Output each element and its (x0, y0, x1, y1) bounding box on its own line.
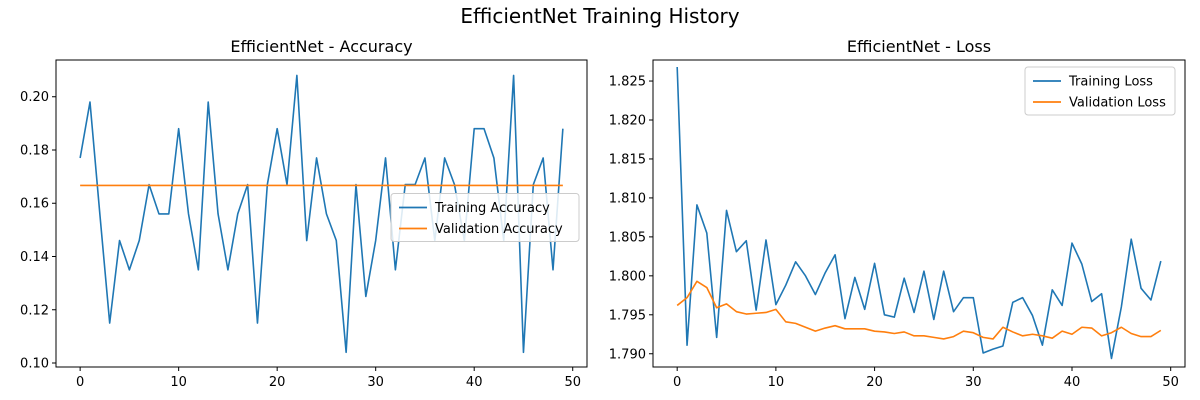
accuracy-legend-label: Training Accuracy (434, 201, 550, 216)
loss-panel: EfficientNet - Loss 0 10 20 30 40 50 1.790 1.79… (609, 37, 1186, 390)
loss-legend-box (1024, 66, 1176, 116)
accuracy-xtick-label: 0 (76, 375, 84, 390)
loss-series-training-line (676, 66, 1162, 360)
loss-ytick-label: 1.810 (609, 191, 646, 206)
accuracy-legend-box (390, 193, 580, 242)
accuracy-xtick-label: 10 (170, 375, 187, 390)
loss-ytick-label: 1.790 (609, 347, 646, 362)
loss-panel-title: EfficientNet - Loss (847, 37, 991, 56)
loss-xtick-label: 0 (673, 375, 681, 390)
accuracy-ticks: 0 10 20 30 40 50 0.10 0.12 0.14 0.16 0.18 0.20 (20, 90, 581, 390)
loss-ytick-label: 1.805 (609, 230, 646, 245)
loss-ticks: 0 10 20 30 40 50 1.790 1.795 1.800 1.805 1.810 1.81… (609, 75, 1179, 390)
accuracy-xtick-label: 30 (367, 375, 384, 390)
loss-legend: Training Loss Validation Loss (1024, 66, 1176, 116)
loss-ytick-label: 1.815 (609, 152, 646, 167)
loss-xtick-label: 10 (768, 375, 785, 390)
loss-xtick-label: 50 (1162, 375, 1179, 390)
accuracy-legend-label: Validation Accuracy (435, 222, 563, 237)
loss-xtick-label: 40 (1064, 375, 1081, 390)
accuracy-lines (79, 74, 564, 354)
loss-ytick-label: 1.820 (609, 113, 646, 128)
loss-legend-label: Validation Loss (1069, 96, 1166, 111)
accuracy-ytick-label: 0.14 (20, 250, 49, 265)
accuracy-xtick-label: 50 (564, 375, 581, 390)
accuracy-ytick-label: 0.12 (20, 303, 49, 318)
loss-ytick-label: 1.825 (609, 75, 646, 90)
accuracy-panel: EfficientNet - Accuracy 0 10 20 30 40 500.100… (20, 37, 588, 390)
accuracy-ytick-label: 0.10 (20, 357, 49, 372)
loss-lines (676, 66, 1162, 360)
figure-title: EfficientNet Training History (460, 4, 739, 28)
accuracy-ytick-label: 0.18 (20, 143, 49, 158)
accuracy-xtick-label: 40 (466, 375, 483, 390)
accuracy-panel-title: EfficientNet - Accuracy (230, 37, 412, 56)
loss-legend-label: Training Loss (1068, 75, 1153, 90)
loss-xtick-label: 20 (866, 375, 883, 390)
loss-ytick-label: 1.800 (609, 269, 646, 284)
loss-plot-frame (652, 59, 1186, 368)
accuracy-legend: Training Accuracy Validation Accuracy (390, 193, 580, 242)
accuracy-ytick-label: 0.16 (20, 197, 49, 212)
accuracy-ytick-label: 0.20 (20, 90, 49, 105)
loss-series-validation-line (676, 280, 1162, 340)
accuracy-plot-frame (55, 59, 588, 368)
loss-ytick-label: 1.795 (609, 308, 646, 323)
loss-xtick-label: 30 (965, 375, 982, 390)
accuracy-xtick-label: 20 (269, 375, 286, 390)
